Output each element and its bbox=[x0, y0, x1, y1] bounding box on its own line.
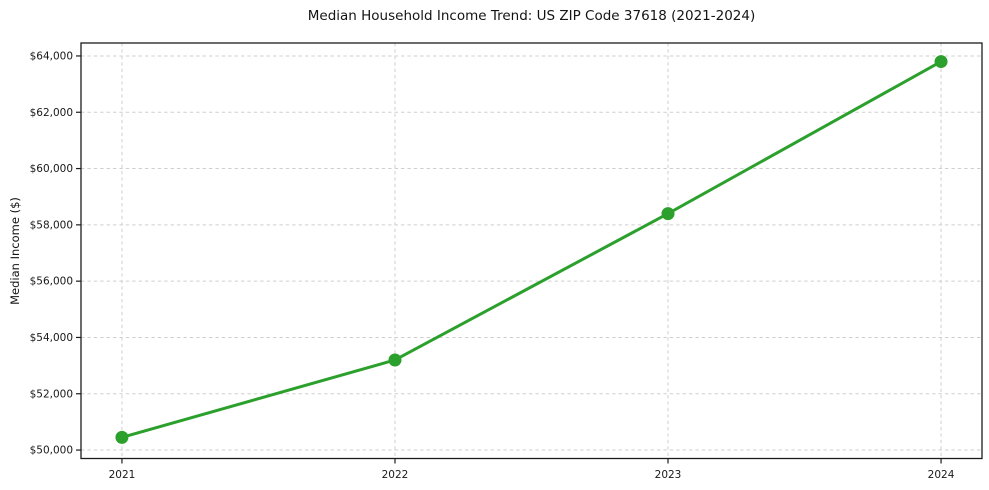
data-point-2022 bbox=[388, 353, 402, 367]
y-tick-label: $56,000 bbox=[30, 276, 73, 288]
x-tick-label: 2021 bbox=[109, 469, 136, 481]
data-point-2024 bbox=[934, 55, 948, 69]
y-tick-label: $64,000 bbox=[30, 50, 73, 62]
x-tick-label: 2023 bbox=[655, 469, 682, 481]
y-tick-label: $60,000 bbox=[30, 163, 73, 175]
x-tick-label: 2022 bbox=[382, 469, 409, 481]
y-tick-label: $54,000 bbox=[30, 332, 73, 344]
plot-border bbox=[80, 42, 983, 460]
data-point-2023 bbox=[661, 207, 675, 221]
chart-title: Median Household Income Trend: US ZIP Co… bbox=[307, 8, 756, 24]
x-tick-label: 2024 bbox=[928, 469, 955, 481]
y-tick-label: $52,000 bbox=[30, 388, 73, 400]
y-tick-label: $58,000 bbox=[30, 219, 73, 231]
data-point-2021 bbox=[115, 430, 129, 444]
trend-line bbox=[120, 60, 943, 439]
y-tick-label: $50,000 bbox=[30, 445, 73, 457]
y-tick-label: $62,000 bbox=[30, 107, 73, 119]
